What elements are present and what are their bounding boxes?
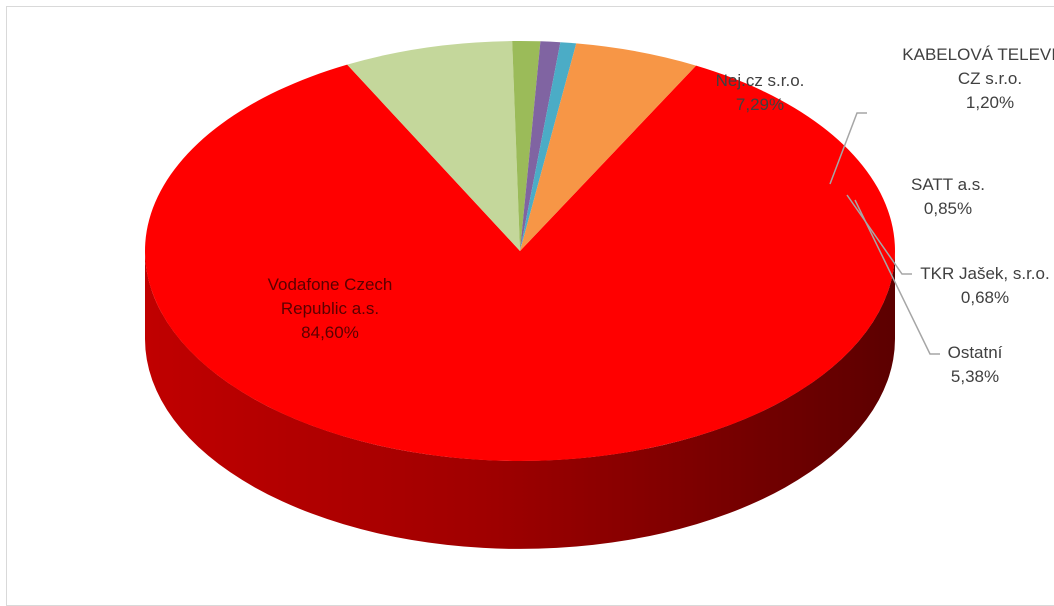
pie-slice [347, 41, 520, 252]
data-label: Nej.cz s.r.o. 7,29% [716, 71, 805, 114]
data-label: SATT a.s. 0,85% [911, 175, 985, 218]
pie-slice [512, 41, 541, 251]
data-label: Ostatní 5,38% [948, 343, 1003, 386]
pie-slice [144, 64, 895, 461]
pie-slice [520, 41, 561, 251]
data-labels: Vodafone Czech Republic a.s. 84,60% Nej.cz … [268, 45, 1054, 386]
leader-line [829, 112, 867, 185]
data-label: TKR Jašek, s.r.o. 0,68% [920, 264, 1049, 307]
pie-slices [144, 41, 895, 461]
leader-line [854, 199, 940, 355]
pie-slice [520, 42, 577, 252]
data-label: KABELOVÁ TELEVIZECZ s.r.o.1,20% [902, 45, 1054, 112]
leader-lines [829, 112, 940, 355]
pie-side-wall-shape [145, 251, 895, 549]
data-label: Vodafone Czech Republic a.s. 84,60% [268, 275, 393, 342]
pie-side-wall [145, 251, 895, 549]
pie-slice [520, 43, 697, 252]
